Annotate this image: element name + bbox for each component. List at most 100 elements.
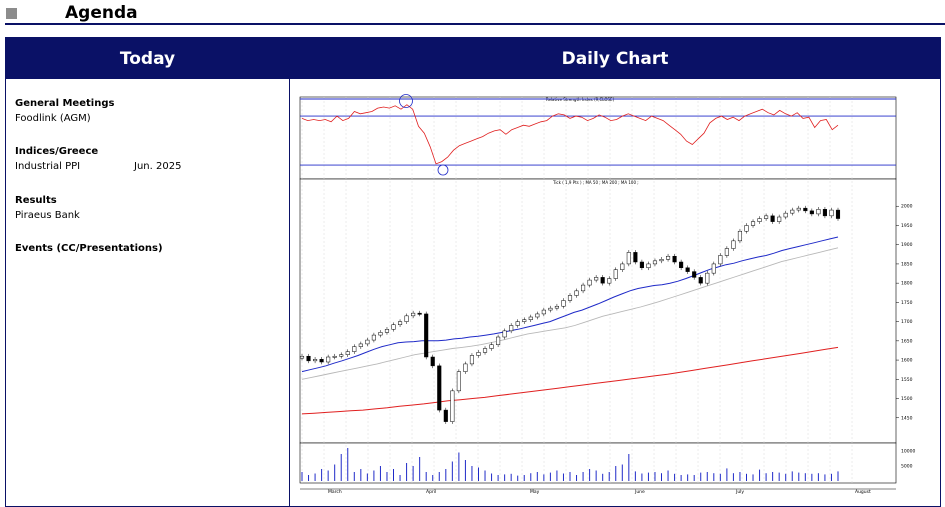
- price-tick-label: 1600: [901, 358, 913, 364]
- candle-body: [600, 277, 605, 284]
- candle-body: [764, 215, 769, 219]
- price-tick-label: 1550: [901, 377, 913, 383]
- candle-body: [482, 348, 488, 353]
- candle-body: [352, 346, 357, 352]
- candle-body: [306, 355, 311, 362]
- vertical-gridlines: [301, 97, 853, 483]
- candle-body: [443, 409, 448, 422]
- price-axis: 1450 1500 1550 1600 1650 1700 1750 1800 1850 1900…: [896, 204, 913, 421]
- section-events: Events (CC/Presentations): [15, 243, 163, 254]
- candle-body: [469, 355, 475, 365]
- volume-tick-label: 5000: [901, 464, 913, 470]
- candle-body: [659, 259, 664, 262]
- candle-body: [607, 278, 612, 284]
- x-month-label: May: [530, 489, 540, 495]
- candle-body: [332, 355, 337, 358]
- price-tick-label: 1850: [901, 261, 913, 267]
- candle-body: [509, 325, 514, 332]
- x-month-label: July: [735, 489, 744, 495]
- candle-body: [319, 359, 324, 363]
- rsi-low-marker: [437, 164, 449, 176]
- candle-body: [456, 371, 461, 392]
- candle-body: [496, 336, 501, 345]
- candle-body: [626, 252, 631, 265]
- volume-axis: 5000 10000: [901, 449, 915, 470]
- list-item: Foodlink (AGM): [15, 113, 134, 124]
- daily-chart-panel-title: Daily Chart: [290, 38, 940, 79]
- candle-body: [424, 313, 429, 358]
- ma-long-line: [301, 346, 839, 415]
- candle-body: [548, 307, 553, 311]
- rsi-panel-frame: [299, 96, 897, 180]
- item-name: Piraeus Bank: [15, 210, 80, 221]
- daily-chart: Relative Strength Index (9,CLOSE) Tick (…: [299, 94, 915, 495]
- candle-body: [567, 295, 573, 301]
- candle-body: [724, 248, 729, 256]
- price-candles: [299, 205, 841, 424]
- volume-panel-frame: [299, 442, 897, 484]
- candle-body: [528, 316, 533, 320]
- candle-body: [770, 215, 775, 222]
- candle-body: [796, 207, 801, 211]
- candle-body: [783, 212, 788, 218]
- candle-body: [554, 305, 559, 309]
- candle-body: [450, 390, 455, 422]
- ma-mid-line: [301, 247, 839, 380]
- section-results: Results Piraeus Bank: [15, 195, 134, 221]
- candle-body: [672, 255, 677, 263]
- candle-body: [417, 312, 422, 315]
- candle-body: [326, 356, 331, 363]
- candle-body: [737, 230, 743, 242]
- candle-body: [345, 351, 350, 355]
- candle-body: [711, 263, 716, 274]
- rsi-high-marker: [399, 94, 413, 108]
- ma-short-line: [301, 236, 839, 373]
- section-indices-greece: Indices/Greece Industrial PPI Jun. 2025: [15, 146, 181, 172]
- candle-body: [515, 321, 520, 326]
- candle-body: [777, 216, 782, 222]
- daily-chart-panel: Daily Chart Relative Strength Index (9,C…: [289, 37, 941, 507]
- price-tick-label: 1450: [901, 415, 913, 421]
- rsi-levels: [300, 98, 896, 166]
- candle-body: [744, 225, 749, 232]
- candle-body: [718, 255, 723, 265]
- today-panel: Today General Meetings Foodlink (AGM) In…: [5, 37, 290, 507]
- candle-body: [502, 330, 507, 338]
- candle-body: [299, 355, 305, 359]
- candle-body: [535, 313, 540, 318]
- candle-body: [698, 277, 703, 284]
- candle-body: [803, 207, 808, 212]
- candle-body: [685, 267, 690, 272]
- item-name: Industrial PPI: [15, 161, 81, 172]
- candle-body: [541, 309, 546, 315]
- price-tick-label: 1950: [901, 223, 913, 229]
- candle-body: [594, 277, 599, 281]
- candle-body: [679, 261, 684, 269]
- candle-body: [750, 221, 756, 226]
- x-axis: March April May June July August: [300, 488, 896, 495]
- candle-body: [587, 279, 592, 286]
- candle-body: [809, 210, 814, 215]
- page-title: Agenda: [65, 3, 138, 23]
- x-month-label: April: [426, 489, 436, 495]
- candle-body: [391, 324, 396, 330]
- candle-body: [437, 365, 442, 411]
- section-heading: General Meetings: [15, 98, 115, 109]
- candle-body: [816, 209, 821, 215]
- price-tick-label: 1800: [901, 281, 913, 287]
- candle-body: [339, 354, 344, 357]
- candle-body: [561, 300, 566, 307]
- candle-body: [705, 272, 710, 284]
- candle-body: [613, 269, 618, 279]
- rsi-title: Relative Strength Index (9,CLOSE): [546, 97, 615, 102]
- candle-body: [835, 209, 841, 219]
- price-tick-label: 2000: [901, 204, 913, 210]
- candle-body: [620, 263, 625, 270]
- candle-body: [378, 332, 383, 336]
- candle-body: [652, 260, 658, 265]
- candle-body: [581, 284, 586, 292]
- candle-body: [829, 209, 834, 217]
- section-general-meetings: General Meetings Foodlink (AGM): [15, 98, 134, 124]
- section-heading: Events (CC/Presentations): [15, 243, 163, 254]
- candle-body: [522, 319, 527, 322]
